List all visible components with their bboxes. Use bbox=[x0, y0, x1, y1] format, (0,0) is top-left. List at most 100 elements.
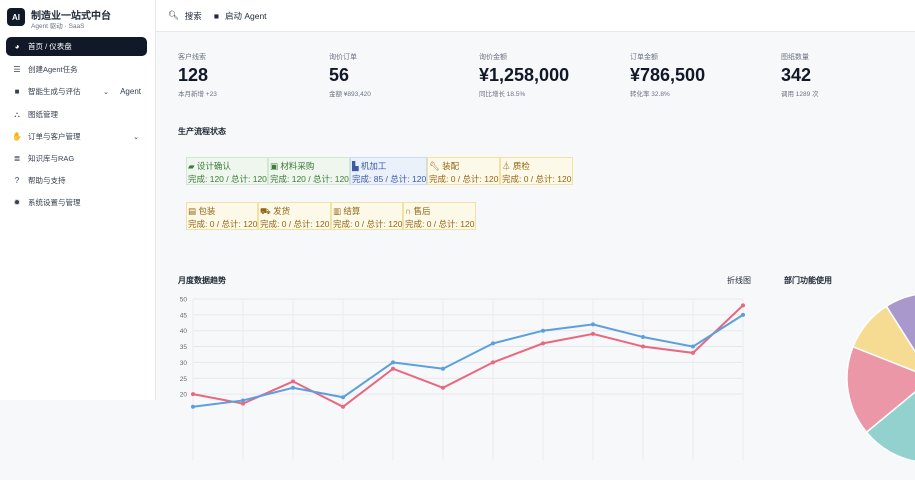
sidebar-item-help[interactable]: ? 帮助与支持 bbox=[6, 171, 147, 190]
stage-progress: 完成: 0 / 总计: 120 bbox=[405, 219, 475, 229]
sidebar-item-label: 图纸管理 bbox=[28, 110, 58, 119]
stage-name: 结算 bbox=[343, 206, 361, 216]
stage-progress: 完成: 0 / 总计: 120 bbox=[260, 219, 330, 229]
data-point[interactable] bbox=[341, 404, 345, 409]
handshake-icon: ✋ bbox=[12, 132, 22, 141]
dashboard-icon: ◕ bbox=[14, 42, 20, 51]
stage-8: ∩ 售后完成: 0 / 总计: 120 bbox=[403, 202, 476, 230]
sidebar-item-knowledge-rag[interactable]: ≣ 知识库与RAG bbox=[6, 149, 147, 168]
stage-2: ▙ 机加工 完成: 85 / 总计: 120 bbox=[350, 157, 427, 185]
sidebar-item-create-agent-task[interactable]: ☰ 创建Agent任务 bbox=[6, 60, 147, 79]
data-point[interactable] bbox=[191, 392, 195, 397]
stage-7: ▥ 结算 完成: 0 / 总计: 120 bbox=[331, 202, 403, 230]
y-tick-label: 20 bbox=[180, 392, 188, 399]
trend-title: 月度数据趋势 bbox=[178, 276, 226, 285]
robot-icon: ■ bbox=[213, 10, 219, 21]
data-point[interactable] bbox=[491, 341, 495, 346]
headset-icon: ∩ bbox=[405, 206, 412, 216]
y-tick-label: 30 bbox=[180, 360, 188, 367]
data-point[interactable] bbox=[291, 379, 295, 384]
truck-icon: ⛟ bbox=[260, 206, 271, 216]
data-point[interactable] bbox=[241, 398, 245, 403]
database-icon: ≣ bbox=[13, 154, 21, 163]
y-tick-label: 25 bbox=[180, 376, 188, 383]
stage-6: ⛟ 发货完成: 0 / 总计: 120 bbox=[258, 202, 331, 230]
list-icon: ☰ bbox=[13, 65, 21, 74]
sidebar-item-orders-customers[interactable]: ✋ 订单与客户管理 ⌄ bbox=[6, 127, 147, 146]
data-point[interactable] bbox=[391, 360, 395, 365]
search-button[interactable]: 搜索 bbox=[184, 10, 202, 21]
app-logo: AI bbox=[7, 8, 25, 26]
stage-3: 🔧︎ 装配完成: 0 / 总计: 120 bbox=[427, 157, 500, 185]
help-icon: ? bbox=[14, 176, 20, 185]
data-point[interactable] bbox=[441, 366, 445, 371]
sidebar-item-settings[interactable]: ✹ 系统设置与管理 bbox=[6, 193, 147, 212]
data-point[interactable] bbox=[341, 395, 345, 400]
stage-name: 机加工 bbox=[360, 161, 387, 171]
sidebar-item-label: 知识库与RAG bbox=[28, 154, 75, 163]
sidebar-item-dashboard[interactable]: ◕ 首页 / 仪表盘 bbox=[6, 37, 147, 56]
data-point[interactable] bbox=[741, 303, 745, 308]
search-icon[interactable]: 🔍︎ bbox=[168, 10, 179, 20]
stage-progress: 完成: 85 / 总计: 120 bbox=[352, 174, 427, 184]
stage-4: ⏃ 质检完成: 0 / 总计: 120 bbox=[500, 157, 573, 185]
agent-tag: Agent bbox=[120, 87, 141, 96]
sidebar-item-label: 创建Agent任务 bbox=[28, 65, 78, 74]
data-point[interactable] bbox=[691, 344, 695, 349]
diagram-icon: ⛬ bbox=[14, 109, 20, 119]
sidebar: AI 制造业一站式中台 Agent 驱动 · SaaS ◕ 首页 / 仪表盘 ☰ 创… bbox=[0, 0, 156, 400]
stage-name: 质检 bbox=[512, 161, 530, 171]
stage-progress: 完成: 0 / 总计: 120 bbox=[429, 174, 499, 184]
stat-card: 询价金额 ¥1,258,000 同比增长 18.5% bbox=[479, 54, 570, 98]
data-point[interactable] bbox=[191, 404, 195, 409]
wrench-icon: 🔧︎ bbox=[429, 161, 440, 171]
data-point[interactable] bbox=[641, 344, 645, 349]
data-point[interactable] bbox=[391, 366, 395, 371]
app-subtitle: Agent 驱动 · SaaS bbox=[31, 23, 85, 30]
stage-progress: 完成: 0 / 总计: 120 bbox=[502, 174, 572, 184]
sidebar-item-label: 智能生成与评估 bbox=[28, 87, 81, 96]
process-title: 生产流程状态 bbox=[178, 127, 226, 136]
stage-progress: 完成: 0 / 总计: 120 bbox=[188, 219, 258, 229]
sidebar-item-generate-evaluate[interactable]: ■ 智能生成与评估 ⌄ Agent bbox=[6, 82, 147, 101]
data-point[interactable] bbox=[741, 312, 745, 317]
box-icon: ▤ bbox=[188, 206, 197, 216]
flask-icon: ⏃ bbox=[502, 161, 511, 171]
trend-line-chart: 20 25 30 35 40 45 50 bbox=[180, 297, 745, 460]
chevron-down-icon[interactable]: ⌄ bbox=[103, 88, 109, 96]
y-tick-label: 45 bbox=[180, 312, 188, 319]
stage-name: 装配 bbox=[442, 161, 460, 171]
data-point[interactable] bbox=[541, 328, 545, 333]
stage-name: 设计确认 bbox=[196, 161, 231, 171]
stat-card: 客户线索 128 本月新增 +23 bbox=[178, 54, 217, 98]
data-point[interactable] bbox=[641, 335, 645, 340]
y-tick-label: 35 bbox=[180, 344, 188, 351]
sidebar-item-label: 首页 / 仪表盘 bbox=[28, 42, 72, 51]
purchase-icon: ▣ bbox=[270, 161, 279, 171]
stage-name: 发货 bbox=[273, 206, 291, 216]
stage-name: 售后 bbox=[413, 206, 431, 216]
department-pie-chart bbox=[846, 293, 915, 462]
gear-icon: ✹ bbox=[13, 198, 21, 207]
data-point[interactable] bbox=[491, 360, 495, 365]
robot-icon: ■ bbox=[14, 87, 20, 96]
stage-5: ▤ 包装 完成: 0 / 总计: 120 bbox=[186, 202, 258, 230]
chevron-down-icon[interactable]: ⌄ bbox=[133, 133, 139, 141]
sidebar-item-label: 帮助与支持 bbox=[28, 176, 66, 185]
sidebar-item-drawings[interactable]: ⛬ 图纸管理 bbox=[6, 105, 147, 124]
chart-type-label[interactable]: 折线图 bbox=[727, 276, 751, 285]
start-agent-button[interactable]: 启动 Agent bbox=[224, 10, 267, 21]
data-point[interactable] bbox=[291, 385, 295, 390]
stage-progress: 完成: 120 / 总计: 120 bbox=[270, 174, 349, 184]
data-point[interactable] bbox=[591, 331, 595, 336]
invoice-icon: ▥ bbox=[333, 206, 342, 216]
pie-slice-5[interactable] bbox=[885, 293, 915, 378]
stat-card: 图纸数量 342 调用 1289 次 bbox=[781, 54, 819, 98]
data-point[interactable] bbox=[591, 322, 595, 327]
stat-card: 询价订单 56 金额 ¥893,420 bbox=[329, 54, 371, 98]
stage-name: 材料采购 bbox=[280, 161, 315, 171]
top-header: 🔍︎ 搜索 ■ 启动 Agent bbox=[156, 0, 915, 32]
data-point[interactable] bbox=[441, 385, 445, 390]
data-point[interactable] bbox=[541, 341, 545, 346]
data-point[interactable] bbox=[691, 350, 695, 355]
